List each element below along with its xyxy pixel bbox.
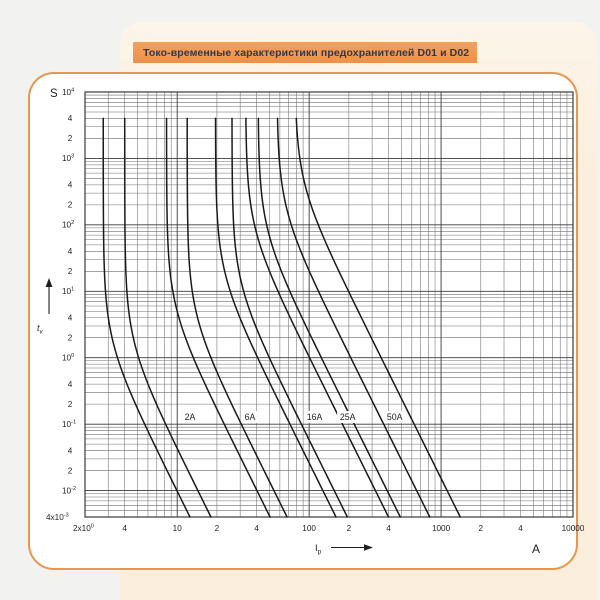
svg-text:16A: 16A bbox=[307, 412, 323, 422]
y-axis-arrow-icon bbox=[45, 278, 53, 314]
svg-text:4x10-3: 4x10-3 bbox=[46, 512, 69, 522]
svg-text:2: 2 bbox=[68, 400, 73, 409]
y-axis-variable-label: tv bbox=[37, 323, 43, 336]
svg-text:102: 102 bbox=[62, 220, 74, 230]
curve-rating-labels: 2A 6A 16A 25A 50A bbox=[182, 411, 406, 424]
svg-text:104: 104 bbox=[62, 87, 74, 97]
svg-text:100: 100 bbox=[62, 353, 74, 363]
svg-text:2: 2 bbox=[68, 201, 73, 210]
x-axis-tick-labels: 2x100 4 10 2 4 100 2 4 1000 2 4 10000 bbox=[73, 524, 585, 534]
svg-text:4: 4 bbox=[68, 446, 73, 455]
svg-text:6A: 6A bbox=[245, 412, 256, 422]
y-axis-tick-labels: 104 4 2 103 4 2 102 4 2 101 4 2 100 4 2 10-1 4 2 10-2 4x10-… bbox=[46, 87, 76, 522]
chart-title-text: Токо-временные характеристики предохрани… bbox=[143, 46, 470, 59]
x-axis-arrow-icon bbox=[331, 544, 373, 551]
x-unit-ampere-label: A bbox=[532, 542, 540, 556]
fuse-curves bbox=[102, 117, 461, 518]
svg-text:4: 4 bbox=[518, 524, 523, 533]
svg-text:50A: 50A bbox=[387, 412, 403, 422]
axis-unit-labels: S Atv Ip bbox=[37, 88, 540, 556]
svg-text:10: 10 bbox=[173, 524, 183, 533]
fuse-curve-6A bbox=[186, 117, 288, 518]
fuse-curve-2A bbox=[123, 117, 212, 518]
svg-text:4: 4 bbox=[122, 524, 127, 533]
svg-text:2: 2 bbox=[68, 334, 73, 343]
svg-text:25A: 25A bbox=[340, 412, 356, 422]
svg-text:2: 2 bbox=[347, 524, 352, 533]
fuse-curve-2A bbox=[102, 117, 191, 518]
svg-text:4: 4 bbox=[68, 314, 73, 323]
fuse-curve-6A bbox=[165, 117, 271, 518]
fuse-curve-25A bbox=[257, 117, 402, 518]
svg-text:4: 4 bbox=[68, 247, 73, 256]
svg-text:101: 101 bbox=[62, 287, 74, 297]
svg-text:2: 2 bbox=[68, 134, 73, 143]
svg-text:4: 4 bbox=[386, 524, 391, 533]
y-unit-seconds-label: S bbox=[50, 88, 58, 100]
svg-text:2: 2 bbox=[215, 524, 220, 533]
fuse-curve-16A bbox=[231, 117, 349, 518]
svg-text:2x100: 2x100 bbox=[73, 524, 94, 534]
svg-text:4: 4 bbox=[254, 524, 259, 533]
grid-lines bbox=[85, 92, 573, 517]
svg-text:2: 2 bbox=[68, 466, 73, 475]
svg-text:4: 4 bbox=[68, 114, 73, 123]
x-axis-variable-label: Ip bbox=[315, 543, 322, 556]
svg-text:4: 4 bbox=[68, 380, 73, 389]
fuse-curve-50A bbox=[276, 117, 431, 518]
svg-text:4: 4 bbox=[68, 181, 73, 190]
svg-text:10000: 10000 bbox=[562, 524, 585, 533]
fuse-curve-25A bbox=[245, 117, 390, 518]
fuse-curve-50A bbox=[295, 117, 461, 518]
plot-border bbox=[84, 91, 574, 518]
svg-text:10-2: 10-2 bbox=[62, 486, 76, 496]
svg-text:2: 2 bbox=[68, 267, 73, 276]
svg-text:2A: 2A bbox=[185, 412, 196, 422]
svg-text:1000: 1000 bbox=[432, 524, 451, 533]
svg-text:2: 2 bbox=[479, 524, 484, 533]
chart-title-banner: Токо-временные характеристики предохрани… bbox=[133, 42, 477, 63]
svg-text:100: 100 bbox=[302, 524, 316, 533]
svg-text:103: 103 bbox=[62, 154, 74, 164]
fuse-curve-16A bbox=[214, 117, 337, 518]
svg-text:10-1: 10-1 bbox=[62, 419, 76, 429]
